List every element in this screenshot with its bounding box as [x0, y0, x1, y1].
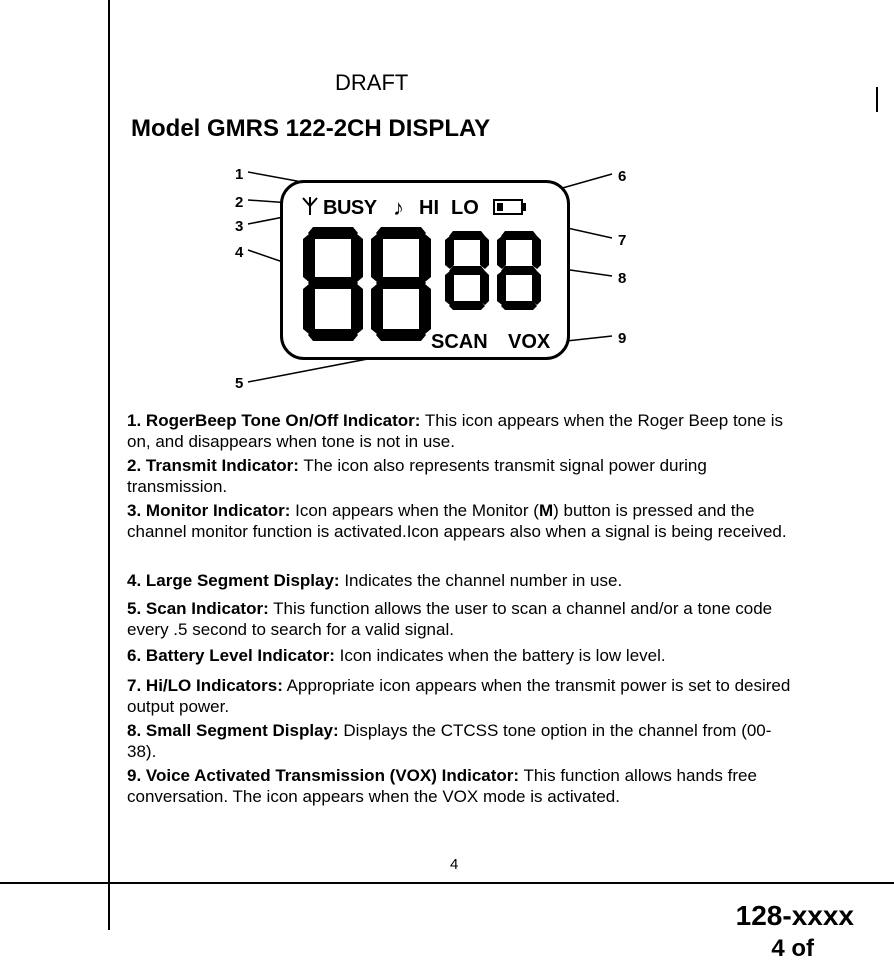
- item-3-text: Icon appears when the Monitor (: [290, 501, 539, 520]
- item-2-label: Transmit Indicator:: [146, 456, 299, 475]
- item-9-num: 9.: [127, 766, 141, 785]
- item-3-label: Monitor Indicator:: [146, 501, 290, 520]
- item-7-label: Hi/LO Indicators:: [146, 676, 283, 695]
- item-5-label: Scan Indicator:: [146, 599, 269, 618]
- crop-mark-left: [108, 0, 110, 930]
- display-diagram: 1 2 3 4 5 6 7 8 9: [200, 150, 700, 400]
- item-8-num: 8.: [127, 721, 141, 740]
- item-2-num: 2.: [127, 456, 141, 475]
- note-icon: ♪: [393, 195, 404, 221]
- item-8-label: Small Segment Display:: [146, 721, 339, 740]
- item-6-num: 6.: [127, 646, 141, 665]
- battery-icon: [493, 199, 529, 217]
- page: DRAFT Model GMRS 122-2CH DISPLAY 1 2 3 4…: [0, 0, 894, 972]
- item-3: 3. Monitor Indicator: Icon appears when …: [127, 500, 797, 543]
- item-5-num: 5.: [127, 599, 141, 618]
- item-3-num: 3.: [127, 501, 141, 520]
- crop-mark-bottom: [0, 882, 894, 884]
- lcd-top-row: BUSY ♪ HI LO: [283, 195, 567, 225]
- antenna-icon: [301, 195, 319, 217]
- item-3-bold: M: [539, 501, 553, 520]
- item-1-label: RogerBeep Tone On/Off Indicator:: [146, 411, 421, 430]
- draft-label: DRAFT: [335, 70, 408, 96]
- vox-indicator: VOX: [508, 331, 550, 354]
- page-title: Model GMRS 122-2CH DISPLAY: [131, 115, 490, 143]
- item-6-text: Icon indicates when the battery is low l…: [335, 646, 666, 665]
- item-1-num: 1.: [127, 411, 141, 430]
- item-7-num: 7.: [127, 676, 141, 695]
- lo-indicator: LO: [451, 197, 479, 220]
- item-4-num: 4.: [127, 571, 141, 590]
- busy-indicator: BUSY: [323, 197, 377, 220]
- footer-page-of: 4 of: [771, 935, 814, 963]
- item-1: 1. RogerBeep Tone On/Off Indicator: This…: [127, 410, 797, 453]
- page-number: 4: [450, 856, 458, 873]
- lcd-screen: BUSY ♪ HI LO: [280, 180, 570, 360]
- item-4: 4. Large Segment Display: Indicates the …: [127, 570, 797, 591]
- item-8: 8. Small Segment Display: Displays the C…: [127, 720, 797, 763]
- item-9-label: Voice Activated Transmission (VOX) Indic…: [146, 766, 519, 785]
- item-7: 7. Hi/LO Indicators: Appropriate icon ap…: [127, 675, 797, 718]
- item-4-text: Indicates the channel number in use.: [340, 571, 623, 590]
- item-2: 2. Transmit Indicator: The icon also rep…: [127, 455, 797, 498]
- scan-indicator: SCAN: [431, 331, 488, 354]
- item-5: 5. Scan Indicator: This function allows …: [127, 598, 797, 641]
- item-6: 6. Battery Level Indicator: Icon indicat…: [127, 645, 797, 666]
- hi-indicator: HI: [419, 197, 439, 220]
- item-6-label: Battery Level Indicator:: [146, 646, 335, 665]
- item-4-label: Large Segment Display:: [146, 571, 340, 590]
- small-segment-display: [445, 231, 545, 311]
- item-9: 9. Voice Activated Transmission (VOX) In…: [127, 765, 797, 808]
- large-segment-display: [303, 227, 433, 342]
- footer-partnum: 128-xxxx: [736, 900, 854, 932]
- crop-mark-right: [876, 87, 878, 112]
